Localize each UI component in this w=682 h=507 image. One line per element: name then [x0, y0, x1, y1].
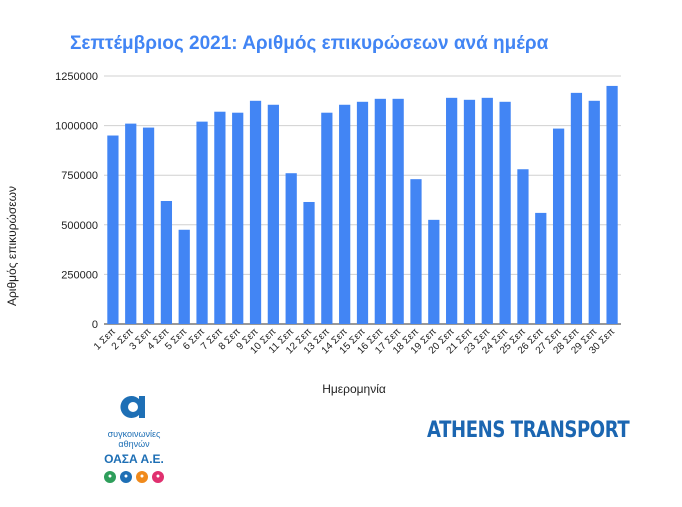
bar	[321, 112, 333, 324]
bar	[410, 179, 422, 324]
bus-icon: ●	[104, 471, 116, 483]
bar	[249, 100, 262, 324]
logo-text-line1: συγκοινωνίες	[107, 429, 161, 439]
bar	[606, 85, 618, 324]
trolley-icon: ●	[120, 471, 132, 483]
bar	[552, 128, 565, 324]
y-tick-label: 750000	[61, 170, 98, 182]
bar	[196, 121, 208, 324]
bar	[125, 123, 137, 324]
bar	[588, 100, 600, 324]
y-tick-label: 1000000	[55, 121, 98, 133]
bar	[107, 135, 119, 324]
bar	[214, 111, 226, 324]
oasa-logo: συγκοινωνίες αθηνών ΟΑΣΑ Α.Ε. ● ● ● ●	[96, 392, 172, 483]
bar	[232, 112, 244, 324]
bar	[570, 92, 583, 324]
bar	[303, 201, 315, 324]
y-axis-label: Αριθμός επικυρώσεων	[5, 185, 19, 307]
bar	[267, 104, 279, 324]
logo-text-line3: ΟΑΣΑ Α.Ε.	[104, 452, 164, 466]
y-tick-label: 250000	[61, 269, 98, 281]
transport-mode-icons: ● ● ● ●	[96, 471, 172, 483]
bar	[356, 101, 369, 325]
bar	[160, 200, 173, 324]
y-tick-label: 0	[92, 319, 98, 331]
bar	[178, 229, 190, 324]
y-tick-label: 1250000	[55, 71, 98, 83]
metro-icon: ●	[136, 471, 148, 483]
bar	[339, 104, 351, 324]
bar	[446, 97, 458, 324]
x-axis-label: Ημερομηνία	[322, 382, 386, 396]
y-tick-label: 500000	[61, 220, 98, 232]
bar	[285, 173, 297, 324]
bar	[374, 98, 386, 324]
tram-icon: ●	[152, 471, 164, 483]
bar	[535, 212, 547, 324]
bar	[499, 101, 511, 325]
chart-title: Σεπτέμβριος 2021: Αριθμός επικυρώσεων αν…	[70, 33, 549, 54]
bar	[481, 97, 493, 324]
oasa-logo-mark	[120, 396, 145, 418]
bar	[392, 98, 404, 324]
bar	[517, 169, 529, 324]
bar	[428, 219, 440, 324]
bar	[142, 127, 155, 324]
athens-transport-brand: ATHENS TRANSPORT	[427, 418, 630, 443]
bar	[463, 99, 476, 324]
logo-text-line2: αθηνών	[118, 439, 150, 449]
